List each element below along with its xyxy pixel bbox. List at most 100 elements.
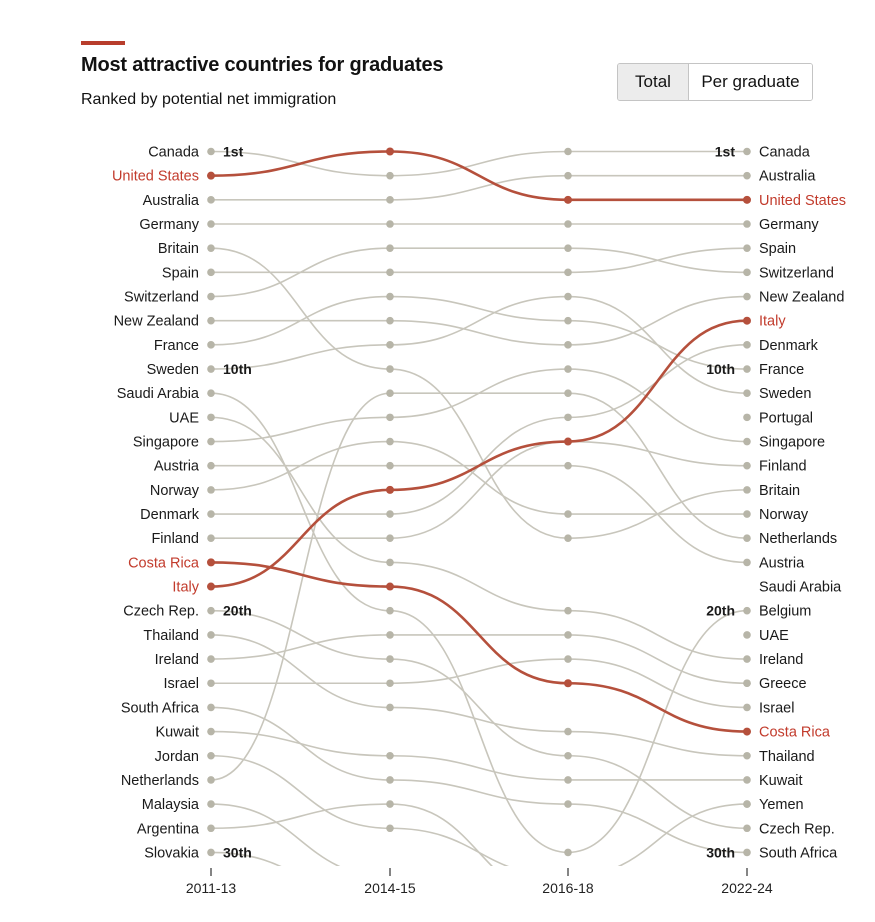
- dot-france-1: [386, 292, 394, 301]
- dot-canada-3: [743, 147, 751, 156]
- dot-czech-rep-3: [743, 824, 751, 833]
- dot-austria-3: [743, 558, 751, 567]
- right-label-belgium: Belgium: [759, 604, 811, 620]
- right-label-ireland: Ireland: [759, 652, 803, 668]
- right-label-sweden: Sweden: [759, 386, 811, 402]
- left-label-austria: Austria: [154, 459, 200, 475]
- dot-united-states-1: [386, 147, 394, 156]
- right-label-finland: Finland: [759, 459, 807, 475]
- dot-malaysia-0: [207, 800, 215, 808]
- dot-canada-1: [386, 171, 394, 180]
- rank-marker-right: 10th: [706, 361, 735, 377]
- dot-netherlands-3: [743, 534, 751, 543]
- dot-thailand-3: [743, 751, 751, 760]
- dot-czech-rep-1: [386, 655, 394, 663]
- dot-netherlands-2: [564, 389, 572, 398]
- line-australia: [211, 174, 747, 201]
- line-saudi-arabia: [210, 392, 748, 854]
- dot-canada-2: [564, 147, 572, 156]
- dot-thailand-0: [207, 631, 215, 639]
- right-label-south-africa: South Africa: [759, 845, 838, 861]
- dot-switzerland-2: [564, 244, 572, 252]
- dot-jordan-0: [207, 751, 215, 760]
- dot-costa-rica-2: [564, 679, 572, 688]
- line-kuwait: [210, 730, 747, 781]
- dot-finland-1: [386, 534, 394, 543]
- left-label-slovakia: Slovakia: [144, 845, 200, 861]
- dot-netherlands-1: [386, 389, 394, 398]
- right-label-germany: Germany: [759, 217, 819, 233]
- dot-south-africa-1: [386, 776, 394, 784]
- dot-israel-3: [743, 703, 751, 712]
- left-label-britain: Britain: [158, 241, 199, 257]
- right-label-israel: Israel: [759, 700, 794, 716]
- left-label-new-zealand: New Zealand: [114, 314, 199, 330]
- right-label-netherlands: Netherlands: [759, 531, 837, 547]
- line-netherlands: [210, 392, 748, 781]
- line-argentina: [210, 803, 493, 866]
- dot-denmark-2: [564, 413, 572, 422]
- left-label-italy: Italy: [172, 580, 199, 596]
- dot-uae-1: [386, 558, 394, 567]
- dot-italy-2: [564, 437, 572, 446]
- highlight-lines: [210, 150, 748, 733]
- right-label-norway: Norway: [759, 507, 809, 523]
- left-label-israel: Israel: [164, 676, 199, 692]
- left-label-uae: UAE: [169, 410, 199, 426]
- left-label-costa-rica: Costa Rica: [128, 555, 200, 571]
- line-united-states: [210, 150, 747, 202]
- dot-kuwait-1: [386, 751, 394, 760]
- right-label-austria: Austria: [759, 555, 805, 571]
- dot-germany-0: [207, 220, 215, 228]
- country-labels: Canada United States Australia Germany Brita…: [112, 144, 846, 862]
- dot-austria-0: [207, 461, 215, 470]
- dot-uae-2: [564, 606, 572, 615]
- dot-saudi-arabia-2: [564, 848, 572, 857]
- dot-austria-1: [386, 461, 394, 470]
- period-label: 2022-24: [721, 880, 773, 896]
- line-switzerland: [210, 247, 748, 298]
- dot-italy-0: [207, 582, 215, 591]
- total-toggle-button[interactable]: Total: [618, 64, 689, 100]
- dot-france-0: [207, 341, 215, 349]
- accent-bar: [81, 41, 125, 45]
- dot-czech-rep-0: [207, 606, 215, 615]
- dot-singapore-2: [564, 365, 572, 373]
- dot-new-zealand-2: [564, 341, 572, 349]
- dot-united-states-2: [564, 195, 572, 204]
- line-czech-rep: [210, 609, 748, 830]
- dot-thailand-2: [564, 727, 572, 736]
- dot-kuwait-0: [207, 727, 215, 736]
- line-spain: [210, 247, 748, 274]
- dot-spain-0: [207, 268, 215, 277]
- chart-title: Most attractive countries for graduates: [81, 54, 444, 76]
- right-label-portugal: Portugal: [759, 410, 813, 426]
- right-label-singapore: Singapore: [759, 435, 825, 451]
- rank-marker-left: 30th: [223, 844, 252, 860]
- left-label-south-africa: South Africa: [121, 700, 200, 716]
- dot-australia-3: [743, 171, 751, 180]
- right-label-france: France: [759, 362, 804, 378]
- dot-united-states-0: [207, 171, 215, 180]
- per-graduate-toggle-button[interactable]: Per graduate: [689, 64, 812, 100]
- line-ireland: [210, 634, 748, 685]
- dot-sweden-0: [207, 365, 215, 373]
- right-label-saudi-arabia: Saudi Arabia: [759, 580, 842, 596]
- right-label-costa-rica: Costa Rica: [759, 725, 831, 741]
- left-label-ireland: Ireland: [155, 652, 199, 668]
- rank-marker-left: 1st: [223, 144, 244, 160]
- period-label: 2014-15: [364, 880, 416, 896]
- dot-denmark-1: [386, 510, 394, 518]
- left-label-norway: Norway: [150, 483, 200, 499]
- right-label-denmark: Denmark: [759, 338, 819, 354]
- left-label-kuwait: Kuwait: [155, 725, 199, 741]
- dot-spain-3: [743, 244, 751, 252]
- dot-ireland-2: [564, 631, 572, 639]
- rank-marker-right: 1st: [715, 144, 736, 160]
- rank-marker-right: 30th: [706, 844, 735, 860]
- left-label-united-states: United States: [112, 169, 199, 185]
- line-malaysia: [210, 803, 341, 866]
- left-label-denmark: Denmark: [140, 507, 200, 523]
- period-axis: 2011-13 2014-15 2016-18 2022-24: [186, 868, 773, 896]
- dot-portugal-3: [743, 413, 751, 422]
